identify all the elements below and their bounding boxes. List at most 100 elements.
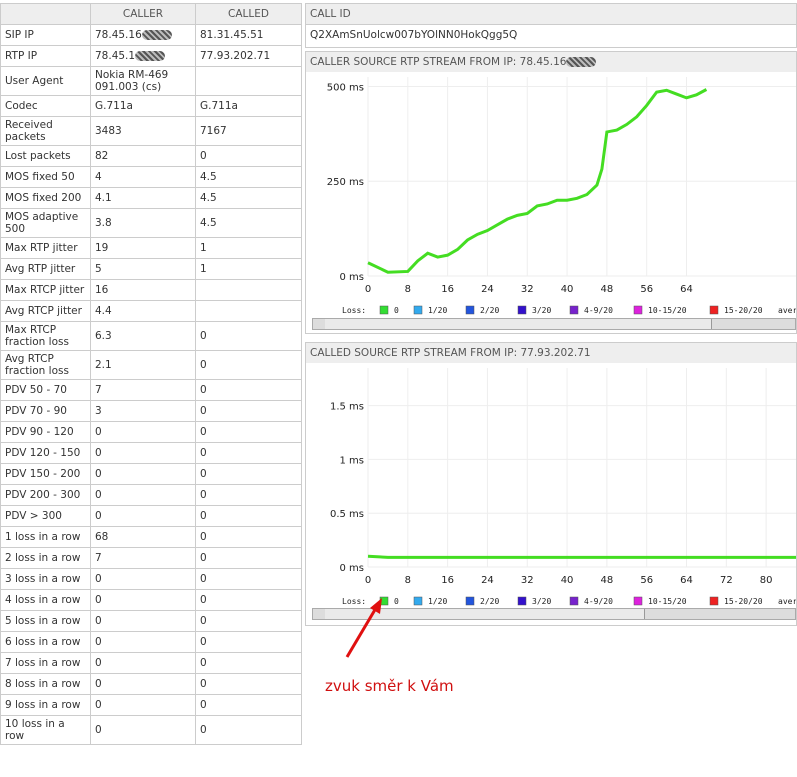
cell-text: 0 <box>200 594 207 606</box>
cell-text: 77.93.202.71 <box>200 50 271 62</box>
legend-label: 2/20 <box>480 306 499 315</box>
y-tick-label: 0.5 ms <box>330 509 364 520</box>
scrollbar[interactable] <box>312 608 796 620</box>
x-tick-label: 48 <box>601 284 614 295</box>
table-row: PDV 120 - 150 0 0 <box>0 442 302 464</box>
x-tick-label: 32 <box>521 575 534 586</box>
cell: 0 <box>90 421 196 443</box>
cell: 0 <box>195 321 302 351</box>
row-label: RTP IP <box>0 45 91 67</box>
cell-text: RTP IP <box>5 50 38 62</box>
cell-text: 5 loss in a row <box>5 615 81 627</box>
call-id-value: Q2XAmSnUolcw007bYOlNN0HokQgg5Q <box>306 24 796 45</box>
cell: 6.3 <box>90 321 196 351</box>
cell: 7 <box>90 547 196 569</box>
cell-text: 2 loss in a row <box>5 552 81 564</box>
cell: 0 <box>90 463 196 485</box>
cell-text: 0 <box>200 657 207 669</box>
table-row: 4 loss in a row 0 0 <box>0 589 302 611</box>
legend-swatch <box>517 596 527 606</box>
redaction <box>135 51 166 61</box>
table-row: PDV 200 - 300 0 0 <box>0 484 302 506</box>
cell-text: 0 <box>200 510 207 522</box>
row-label: MOS fixed 50 <box>0 166 91 188</box>
table-row: MOS adaptive 500 3.8 4.5 <box>0 208 302 238</box>
legend-label: 15-20/20 <box>724 597 763 606</box>
cell-text: 4.1 <box>95 192 112 204</box>
y-tick-label: 1.5 ms <box>330 402 364 413</box>
y-tick-label: 0 ms <box>340 563 365 574</box>
cell-text: MOS adaptive 500 <box>5 211 79 235</box>
legend-label: 10-15/20 <box>648 306 687 315</box>
cell-text: 81.31.45.51 <box>200 29 264 41</box>
row-label: Codec <box>0 95 91 117</box>
cell-text: 0 <box>200 359 207 371</box>
scroll-thumb[interactable] <box>325 319 712 329</box>
arrowhead <box>370 598 382 614</box>
cell: 4.5 <box>195 187 302 209</box>
legend-title: Loss: <box>342 597 366 606</box>
cell-text: 0 <box>200 699 207 711</box>
cell: 0 <box>195 652 302 674</box>
table-row: PDV 150 - 200 0 0 <box>0 463 302 485</box>
table-row: PDV > 300 0 0 <box>0 505 302 527</box>
cell-text: MOS fixed 50 <box>5 171 75 183</box>
cell: 0 <box>90 442 196 464</box>
cell-text: 0 <box>95 657 102 669</box>
table-row: PDV 50 - 70 7 0 <box>0 379 302 401</box>
table-row: Avg RTCP fraction loss 2.1 0 <box>0 350 302 380</box>
cell-text: 19 <box>95 242 109 254</box>
legend-swatch <box>569 596 579 606</box>
table-row: 7 loss in a row 0 0 <box>0 652 302 674</box>
table-row: SIP IP 78.45.16 81.31.45.51 <box>0 24 302 46</box>
arrow <box>345 607 378 658</box>
cell <box>195 66 302 96</box>
table-row: 8 loss in a row 0 0 <box>0 673 302 695</box>
legend-label: 1/20 <box>428 597 447 606</box>
legend-label: 10-15/20 <box>648 597 687 606</box>
legend-label: 0 <box>394 597 399 606</box>
cell-text: 82 <box>95 150 109 162</box>
cell-text: 9 loss in a row <box>5 699 81 711</box>
chart-title-text: CALLER SOURCE RTP STREAM FROM IP: 78.45.… <box>310 56 567 68</box>
cell-text: 0 <box>95 489 102 501</box>
cell-text: 5 <box>95 263 102 275</box>
cell-text: 4 loss in a row <box>5 594 81 606</box>
cell-text: 0 <box>200 330 207 342</box>
cell-text: 0 <box>200 468 207 480</box>
cell-text: Received packets <box>5 119 53 143</box>
row-label: User Agent <box>0 66 91 96</box>
cell-text: 0 <box>95 615 102 627</box>
scrollbar[interactable] <box>312 318 796 330</box>
cell: 77.93.202.71 <box>195 45 302 67</box>
row-label: Max RTCP jitter <box>0 279 91 301</box>
y-tick-label: 1 ms <box>340 455 365 466</box>
cell-text: 4.4 <box>95 305 112 317</box>
cell: 0 <box>195 631 302 653</box>
cell: 0 <box>195 694 302 716</box>
cell-text: PDV 90 - 120 <box>5 426 74 438</box>
cell: 0 <box>195 463 302 485</box>
chart-title: CALLER SOURCE RTP STREAM FROM IP: 78.45.… <box>306 52 796 72</box>
legend-swatch <box>465 305 475 315</box>
scroll-thumb[interactable] <box>325 609 645 619</box>
cell <box>195 279 302 301</box>
cell: 0 <box>90 673 196 695</box>
redaction <box>566 57 597 67</box>
row-label: 3 loss in a row <box>0 568 91 590</box>
legend-label: 4-9/20 <box>584 306 613 315</box>
cell: 0 <box>90 505 196 527</box>
cell-text: 3 loss in a row <box>5 573 81 585</box>
y-tick-label: 500 ms <box>327 82 364 93</box>
cell: 5 <box>90 258 196 280</box>
series-line <box>367 554 796 559</box>
cell-text: 0 <box>200 573 207 585</box>
row-label: Received packets <box>0 116 91 146</box>
cell-text: 0 <box>95 699 102 711</box>
cell-text: 78.45.1 <box>95 50 136 62</box>
row-label: PDV 70 - 90 <box>0 400 91 422</box>
call-id-label: CALL ID <box>306 4 796 24</box>
legend-swatch <box>465 596 475 606</box>
cell-text: PDV 150 - 200 <box>5 468 81 480</box>
cell: 81.31.45.51 <box>195 24 302 46</box>
